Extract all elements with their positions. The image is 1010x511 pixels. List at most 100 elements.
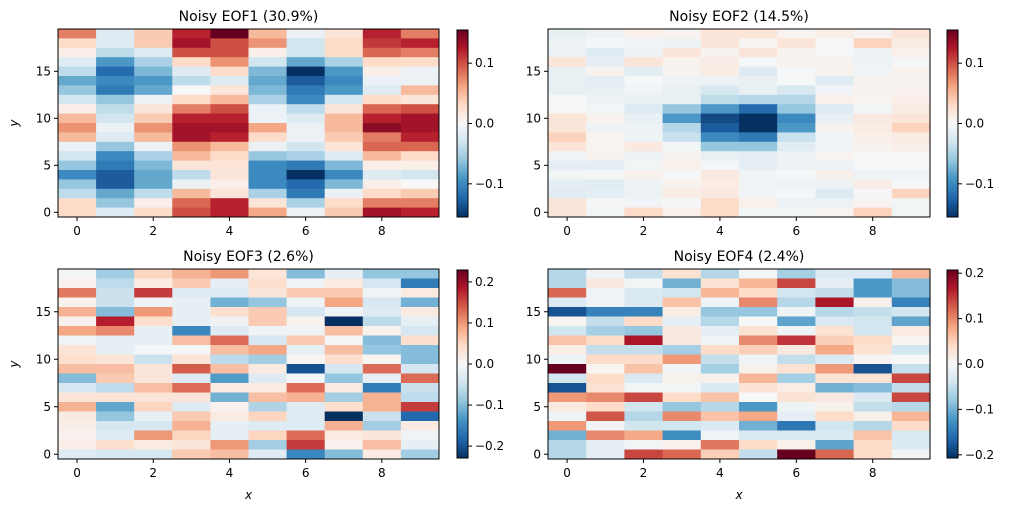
- heatmap-cell: [286, 383, 326, 393]
- heatmap-cell: [58, 29, 97, 39]
- heatmap-cell: [286, 297, 326, 308]
- heatmap-cell: [400, 373, 440, 384]
- heatmap-cell: [286, 198, 326, 208]
- heatmap-cell: [172, 94, 211, 105]
- heatmap-cell: [624, 207, 663, 218]
- heatmap-cell: [548, 345, 587, 355]
- heatmap-cell: [700, 373, 740, 384]
- heatmap-cell: [362, 411, 402, 422]
- heatmap-cell: [777, 188, 816, 199]
- heatmap-cell: [286, 345, 326, 355]
- heatmap-cell: [134, 297, 173, 308]
- heatmap-cell: [739, 402, 778, 412]
- heatmap-cell: [815, 430, 854, 441]
- heatmap-cell: [96, 449, 135, 460]
- heatmap-cell: [739, 160, 778, 171]
- heatmap-cell: [739, 373, 778, 384]
- heatmap-cell: [853, 113, 893, 124]
- heatmap-cell: [853, 307, 893, 317]
- heatmap-cell: [700, 297, 740, 308]
- heatmap-cell: [248, 38, 287, 49]
- heatmap-cell: [286, 76, 326, 86]
- heatmap-cell: [286, 278, 326, 289]
- heatmap-cell: [548, 392, 587, 403]
- heatmap-cell: [134, 170, 173, 180]
- heatmap-cell: [286, 316, 326, 327]
- heatmap-cell: [739, 288, 778, 298]
- heatmap-cell: [96, 141, 135, 152]
- heatmap-cell: [134, 278, 173, 289]
- heatmap-cell: [96, 29, 135, 39]
- heatmap-cell: [700, 85, 740, 96]
- heatmap-cell: [815, 57, 854, 67]
- y-tick-label: 5: [43, 158, 51, 172]
- heatmap-cell: [739, 326, 778, 336]
- heatmap-cell: [624, 76, 663, 86]
- heatmap-cell: [662, 47, 702, 58]
- heatmap-cell: [891, 392, 931, 403]
- heatmap-cell: [210, 132, 249, 143]
- heatmap-cell: [286, 132, 326, 143]
- heatmap-cell: [815, 297, 854, 308]
- heatmap-cell: [777, 297, 816, 308]
- heatmap-cell: [624, 179, 663, 190]
- heatmap-cell: [853, 104, 893, 114]
- heatmap-cell: [815, 170, 854, 180]
- heatmap-cell: [134, 160, 173, 171]
- heatmap-cell: [739, 76, 778, 86]
- heatmap-cell: [324, 421, 364, 431]
- heatmap-cell: [172, 188, 211, 199]
- heatmap-cell: [58, 113, 97, 124]
- heatmap-cell: [362, 307, 402, 317]
- heatmap-cell: [739, 38, 778, 49]
- panel-eof1: 0 2 4 6 8 0 5 10 15 −0.1 0.0 0.1 Noisy EOF1 (30.9%) y: [7, 9, 504, 238]
- heatmap-cell: [891, 188, 931, 199]
- heatmap-cell: [172, 288, 211, 298]
- heatmap-cell: [815, 132, 854, 143]
- heatmap-cell: [815, 47, 854, 58]
- heatmap-cell: [586, 123, 625, 133]
- heatmap-cell: [58, 288, 97, 298]
- heatmap-cell: [624, 151, 663, 161]
- heatmap-cell: [286, 160, 326, 171]
- heatmap-cell: [548, 364, 587, 374]
- heatmap-cell: [815, 392, 854, 403]
- heatmap-cell: [700, 411, 740, 422]
- heatmap-cell: [815, 85, 854, 96]
- heatmap-cell: [362, 132, 402, 143]
- heatmap-cell: [210, 198, 249, 208]
- heatmap-cell: [662, 392, 702, 403]
- heatmap-cell: [58, 170, 97, 180]
- heatmap-cell: [248, 354, 287, 365]
- heatmap-cell: [700, 47, 740, 58]
- colorbar-tick-label: 0.0: [475, 357, 494, 371]
- heatmap-cell: [739, 47, 778, 58]
- heatmap-cell: [853, 449, 893, 460]
- heatmap-cell: [777, 76, 816, 86]
- heatmap-cell: [96, 354, 135, 365]
- heatmap-cell: [58, 160, 97, 171]
- heatmap-cell: [586, 38, 625, 49]
- heatmap-cell: [586, 151, 625, 161]
- heatmap-cell: [210, 373, 249, 384]
- heatmap-cell: [400, 269, 440, 279]
- heatmap-cell: [400, 38, 440, 49]
- heatmap-cell: [324, 297, 364, 308]
- heatmap-cell: [586, 430, 625, 441]
- heatmap-cell: [210, 94, 249, 105]
- heatmap-cell: [815, 188, 854, 199]
- heatmap-cell: [548, 402, 587, 412]
- heatmap-cell: [739, 335, 778, 346]
- heatmap-cell: [324, 123, 364, 133]
- colorbar-tick-label: 0.0: [965, 357, 984, 371]
- heatmap-cell: [662, 421, 702, 431]
- heatmap-cell: [739, 278, 778, 289]
- heatmap-cell: [58, 278, 97, 289]
- heatmap-cell: [324, 132, 364, 143]
- colorbar-tick-label: −0.1: [475, 398, 504, 412]
- heatmap-cell: [58, 307, 97, 317]
- x-tick-label: 6: [792, 466, 800, 480]
- heatmap-cell: [400, 316, 440, 327]
- heatmap-cell: [586, 179, 625, 190]
